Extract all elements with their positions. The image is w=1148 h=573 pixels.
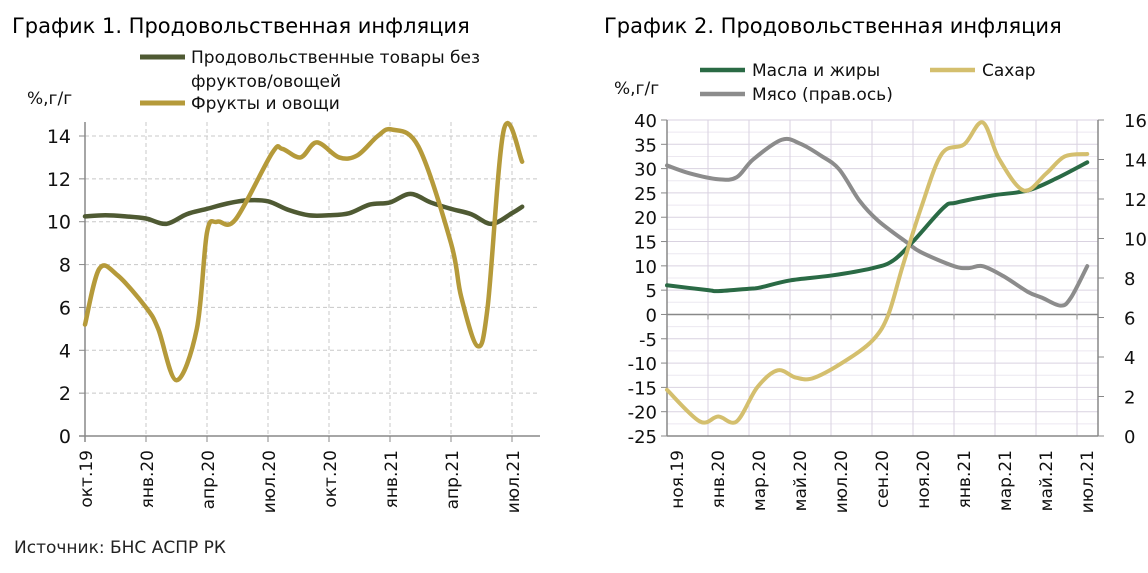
y-tick-label: 0 (59, 426, 71, 448)
y-tick-label: 10 (634, 257, 657, 278)
series-line-fruits-vegetables (82, 120, 525, 383)
y-tick-label: 10 (47, 212, 71, 234)
y2-tick-label: 12 (1124, 190, 1147, 211)
y-tick-label: -10 (628, 354, 657, 375)
series-line-sugar (665, 120, 1090, 425)
y-tick-label: 6 (59, 297, 71, 319)
x-tick-label: янв.20 (138, 450, 158, 508)
y-tick-label: 4 (59, 340, 71, 362)
x-tick-label: июл.21 (504, 450, 524, 513)
x-tick-label: ноя.19 (668, 450, 688, 509)
x-tick-label: янв.21 (382, 450, 402, 508)
x-tick-label: окт.19 (77, 450, 97, 508)
x-tick-label: апр.21 (443, 450, 463, 509)
y-tick-label: 14 (47, 126, 71, 148)
y2-tick-label: 8 (1124, 269, 1135, 290)
source-note: Источник: БНС АСПР РК (14, 538, 226, 558)
x-tick-label: май.21 (1037, 450, 1057, 511)
x-tick-label: июл.21 (1078, 450, 1098, 513)
x-tick-label: окт.20 (321, 450, 341, 508)
legend-label-food-excl-fruits: Продовольственные товары без фруктов/овощ… (191, 48, 480, 92)
y2-tick-label: 14 (1124, 151, 1147, 172)
x-tick-label: май.20 (791, 450, 811, 511)
series-line-oils-fats (665, 160, 1090, 294)
y-tick-label: 2 (59, 383, 71, 405)
series-line-food-excl-fruits (82, 191, 525, 227)
x-tick-label: янв.20 (709, 450, 729, 508)
y-tick-label: 20 (634, 208, 657, 229)
y-tick-label: -5 (639, 330, 657, 351)
y-tick-label: 15 (634, 233, 657, 254)
y2-tick-label: 0 (1124, 427, 1135, 448)
y-tick-label: -15 (628, 378, 657, 399)
x-tick-label: мар.21 (996, 450, 1016, 511)
y-tick-label: 35 (634, 135, 657, 156)
x-tick-label: сен.20 (873, 450, 893, 508)
chart1-title: График 1. Продовольственная инфляция (12, 14, 470, 38)
y2-tick-label: 10 (1124, 230, 1147, 251)
x-tick-label: июл.20 (832, 450, 852, 513)
y-tick-label: 0 (646, 305, 657, 326)
y-tick-label: -20 (628, 403, 657, 424)
y-tick-label: 25 (634, 184, 657, 205)
y-axis-label: %,г/г (614, 79, 659, 99)
y2-tick-label: 4 (1124, 348, 1135, 369)
y-tick-label: 5 (646, 281, 657, 302)
y-tick-label: 40 (634, 111, 657, 132)
y-tick-label: 12 (47, 169, 71, 191)
y2-tick-label: 2 (1124, 388, 1135, 409)
y-tick-label: 8 (59, 255, 71, 277)
y-tick-label: 30 (634, 160, 657, 181)
x-tick-label: мар.20 (750, 450, 770, 511)
series-line-meat (665, 136, 1090, 308)
legend-label-oils-fats: Масла и жиры (752, 61, 880, 81)
y2-tick-label: 16 (1124, 111, 1147, 132)
x-tick-label: апр.20 (199, 450, 219, 509)
x-tick-label: янв.21 (955, 450, 975, 508)
x-tick-label: июл.20 (260, 450, 280, 513)
legend-label-fruits-vegetables: Фрукты и овощи (191, 94, 340, 114)
y-tick-label: -25 (628, 427, 657, 448)
y-axis-label: %,г/г (27, 89, 72, 109)
legend-label-sugar: Сахар (982, 61, 1036, 81)
y2-tick-label: 6 (1124, 309, 1135, 330)
x-tick-label: ноя.20 (914, 450, 934, 509)
legend-label-meat: Мясо (прав.ось) (752, 85, 893, 105)
chart2-title: График 2. Продовольственная инфляция (604, 14, 1062, 38)
